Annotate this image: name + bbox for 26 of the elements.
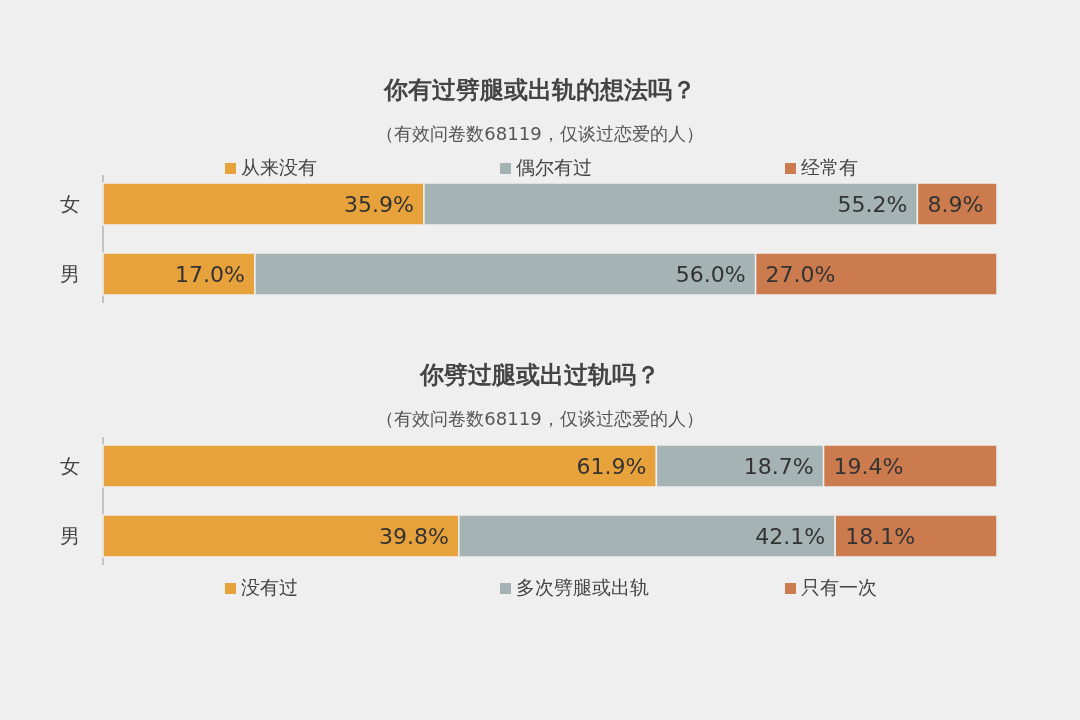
y-tick-label: 女 [60, 454, 80, 478]
y-tick-label: 女 [60, 192, 80, 216]
data-label: 55.2% [837, 192, 908, 217]
data-label: 27.0% [765, 262, 836, 287]
legend-label: 没有过 [241, 576, 298, 598]
chart-title: 你劈过腿或出过轨吗？ [419, 361, 660, 389]
y-tick-label: 男 [60, 524, 80, 548]
legend-label: 只有一次 [801, 576, 877, 598]
data-label: 35.9% [344, 192, 414, 217]
data-label: 19.4% [833, 454, 904, 479]
chart-subtitle: （有效问卷数68119，仅谈过恋爱的人） [376, 408, 704, 429]
data-label: 18.1% [845, 524, 916, 549]
legend-label: 多次劈腿或出轨 [516, 576, 649, 598]
chart-subtitle: （有效问卷数68119，仅谈过恋爱的人） [376, 123, 704, 144]
legend-label: 经常有 [801, 156, 858, 178]
data-label: 8.9% [927, 192, 984, 217]
data-label: 61.9% [576, 454, 647, 479]
data-label: 17.0% [175, 262, 245, 287]
data-label: 56.0% [675, 262, 746, 287]
y-tick-label: 男 [60, 262, 80, 286]
data-label: 18.7% [743, 454, 814, 479]
data-label: 42.1% [755, 524, 826, 549]
legend-label: 偶尔有过 [516, 156, 592, 178]
chart-title: 你有过劈腿或出轨的想法吗？ [383, 76, 696, 104]
data-label: 39.8% [378, 524, 449, 549]
legend-label: 从来没有 [241, 156, 317, 178]
